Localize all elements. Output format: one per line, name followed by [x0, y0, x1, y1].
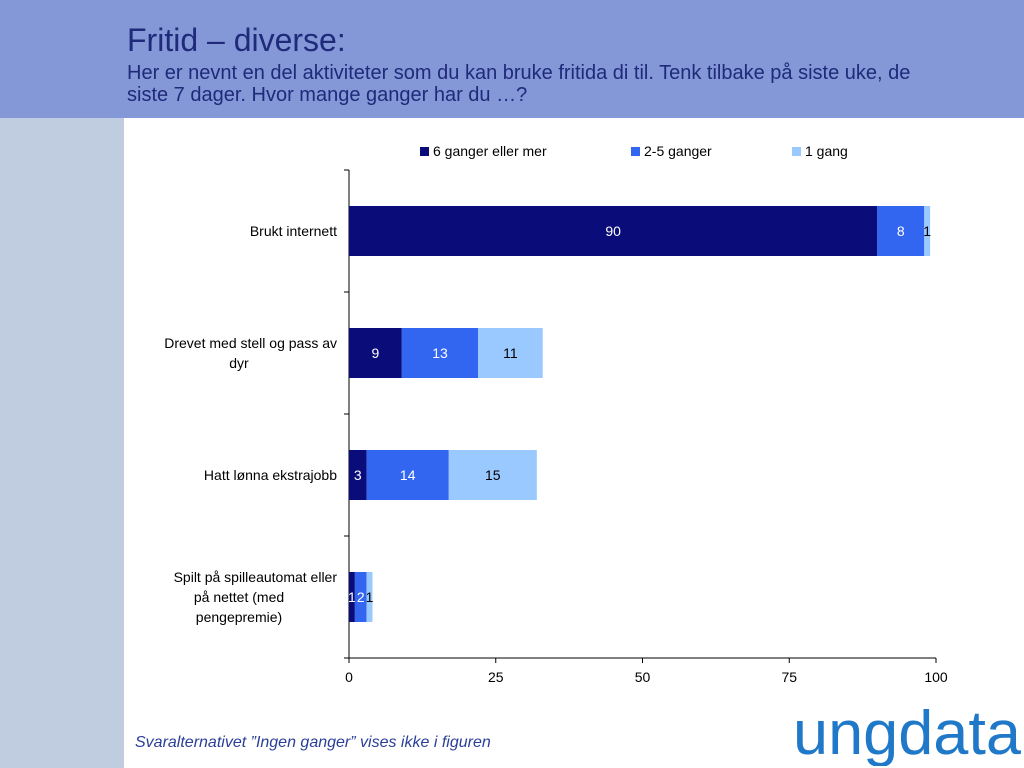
legend-swatch	[792, 147, 801, 156]
slide-subtitle: Her er nevnt en del aktiviteter som du k…	[127, 62, 911, 106]
bar-segment	[478, 328, 543, 378]
category-label: Spilt på spilleautomat eller	[174, 569, 338, 585]
data-label: 8	[897, 223, 905, 239]
bar-segment	[366, 450, 449, 500]
bar-segment	[448, 450, 537, 500]
stacked-bar-chart: 0 25 50 75 100 Brukt internett Drevet med stel…	[164, 143, 948, 685]
bar-segment	[366, 572, 373, 622]
data-label: 1	[923, 223, 931, 239]
data-label: 11	[503, 345, 518, 361]
legend-label: 2-5 ganger	[644, 143, 712, 159]
ungdata-logo: ungdata	[793, 700, 1022, 766]
x-tick-label: 75	[781, 669, 797, 685]
slide-header: Fritid – diverse: Her er nevnt en del ak…	[0, 0, 1024, 118]
legend-swatch	[420, 147, 429, 156]
footnote: Svaralternativet ”Ingen ganger” vises ik…	[135, 734, 491, 751]
bar-segment	[401, 328, 479, 378]
category-label: dyr	[229, 355, 249, 371]
x-tick-label: 0	[345, 669, 353, 685]
bar-segment	[354, 572, 367, 622]
legend-swatch	[631, 147, 640, 156]
data-label: 3	[354, 467, 362, 483]
category-label: på nettet (med	[194, 589, 284, 605]
category-label: Hatt lønna ekstrajobb	[204, 467, 337, 483]
left-decor-band	[0, 118, 124, 768]
bar-segment	[349, 450, 367, 500]
bar-segment	[349, 206, 878, 256]
data-label: 1	[348, 589, 356, 605]
data-label: 15	[485, 467, 501, 483]
bar-segment	[877, 206, 925, 256]
data-label: 2	[357, 589, 365, 605]
data-label: 14	[400, 467, 416, 483]
bar-segment	[349, 328, 402, 378]
slide-title: Fritid – diverse:	[127, 22, 346, 58]
data-label: 9	[372, 345, 380, 361]
x-tick-label: 100	[924, 669, 948, 685]
bar-segment	[924, 206, 931, 256]
x-tick-label: 50	[635, 669, 651, 685]
bar-segment	[349, 572, 355, 622]
category-label: Drevet med stell og pass av	[164, 335, 337, 351]
logo-text: ungdata	[793, 700, 1022, 766]
data-label: 90	[605, 223, 621, 239]
legend-label: 6 ganger eller mer	[433, 143, 547, 159]
category-label: Brukt internett	[250, 223, 337, 239]
legend-label: 1 gang	[805, 143, 848, 159]
x-tick-label: 25	[488, 669, 504, 685]
category-label: pengepremie)	[196, 609, 282, 625]
data-label: 1	[366, 589, 374, 605]
data-label: 13	[432, 345, 448, 361]
